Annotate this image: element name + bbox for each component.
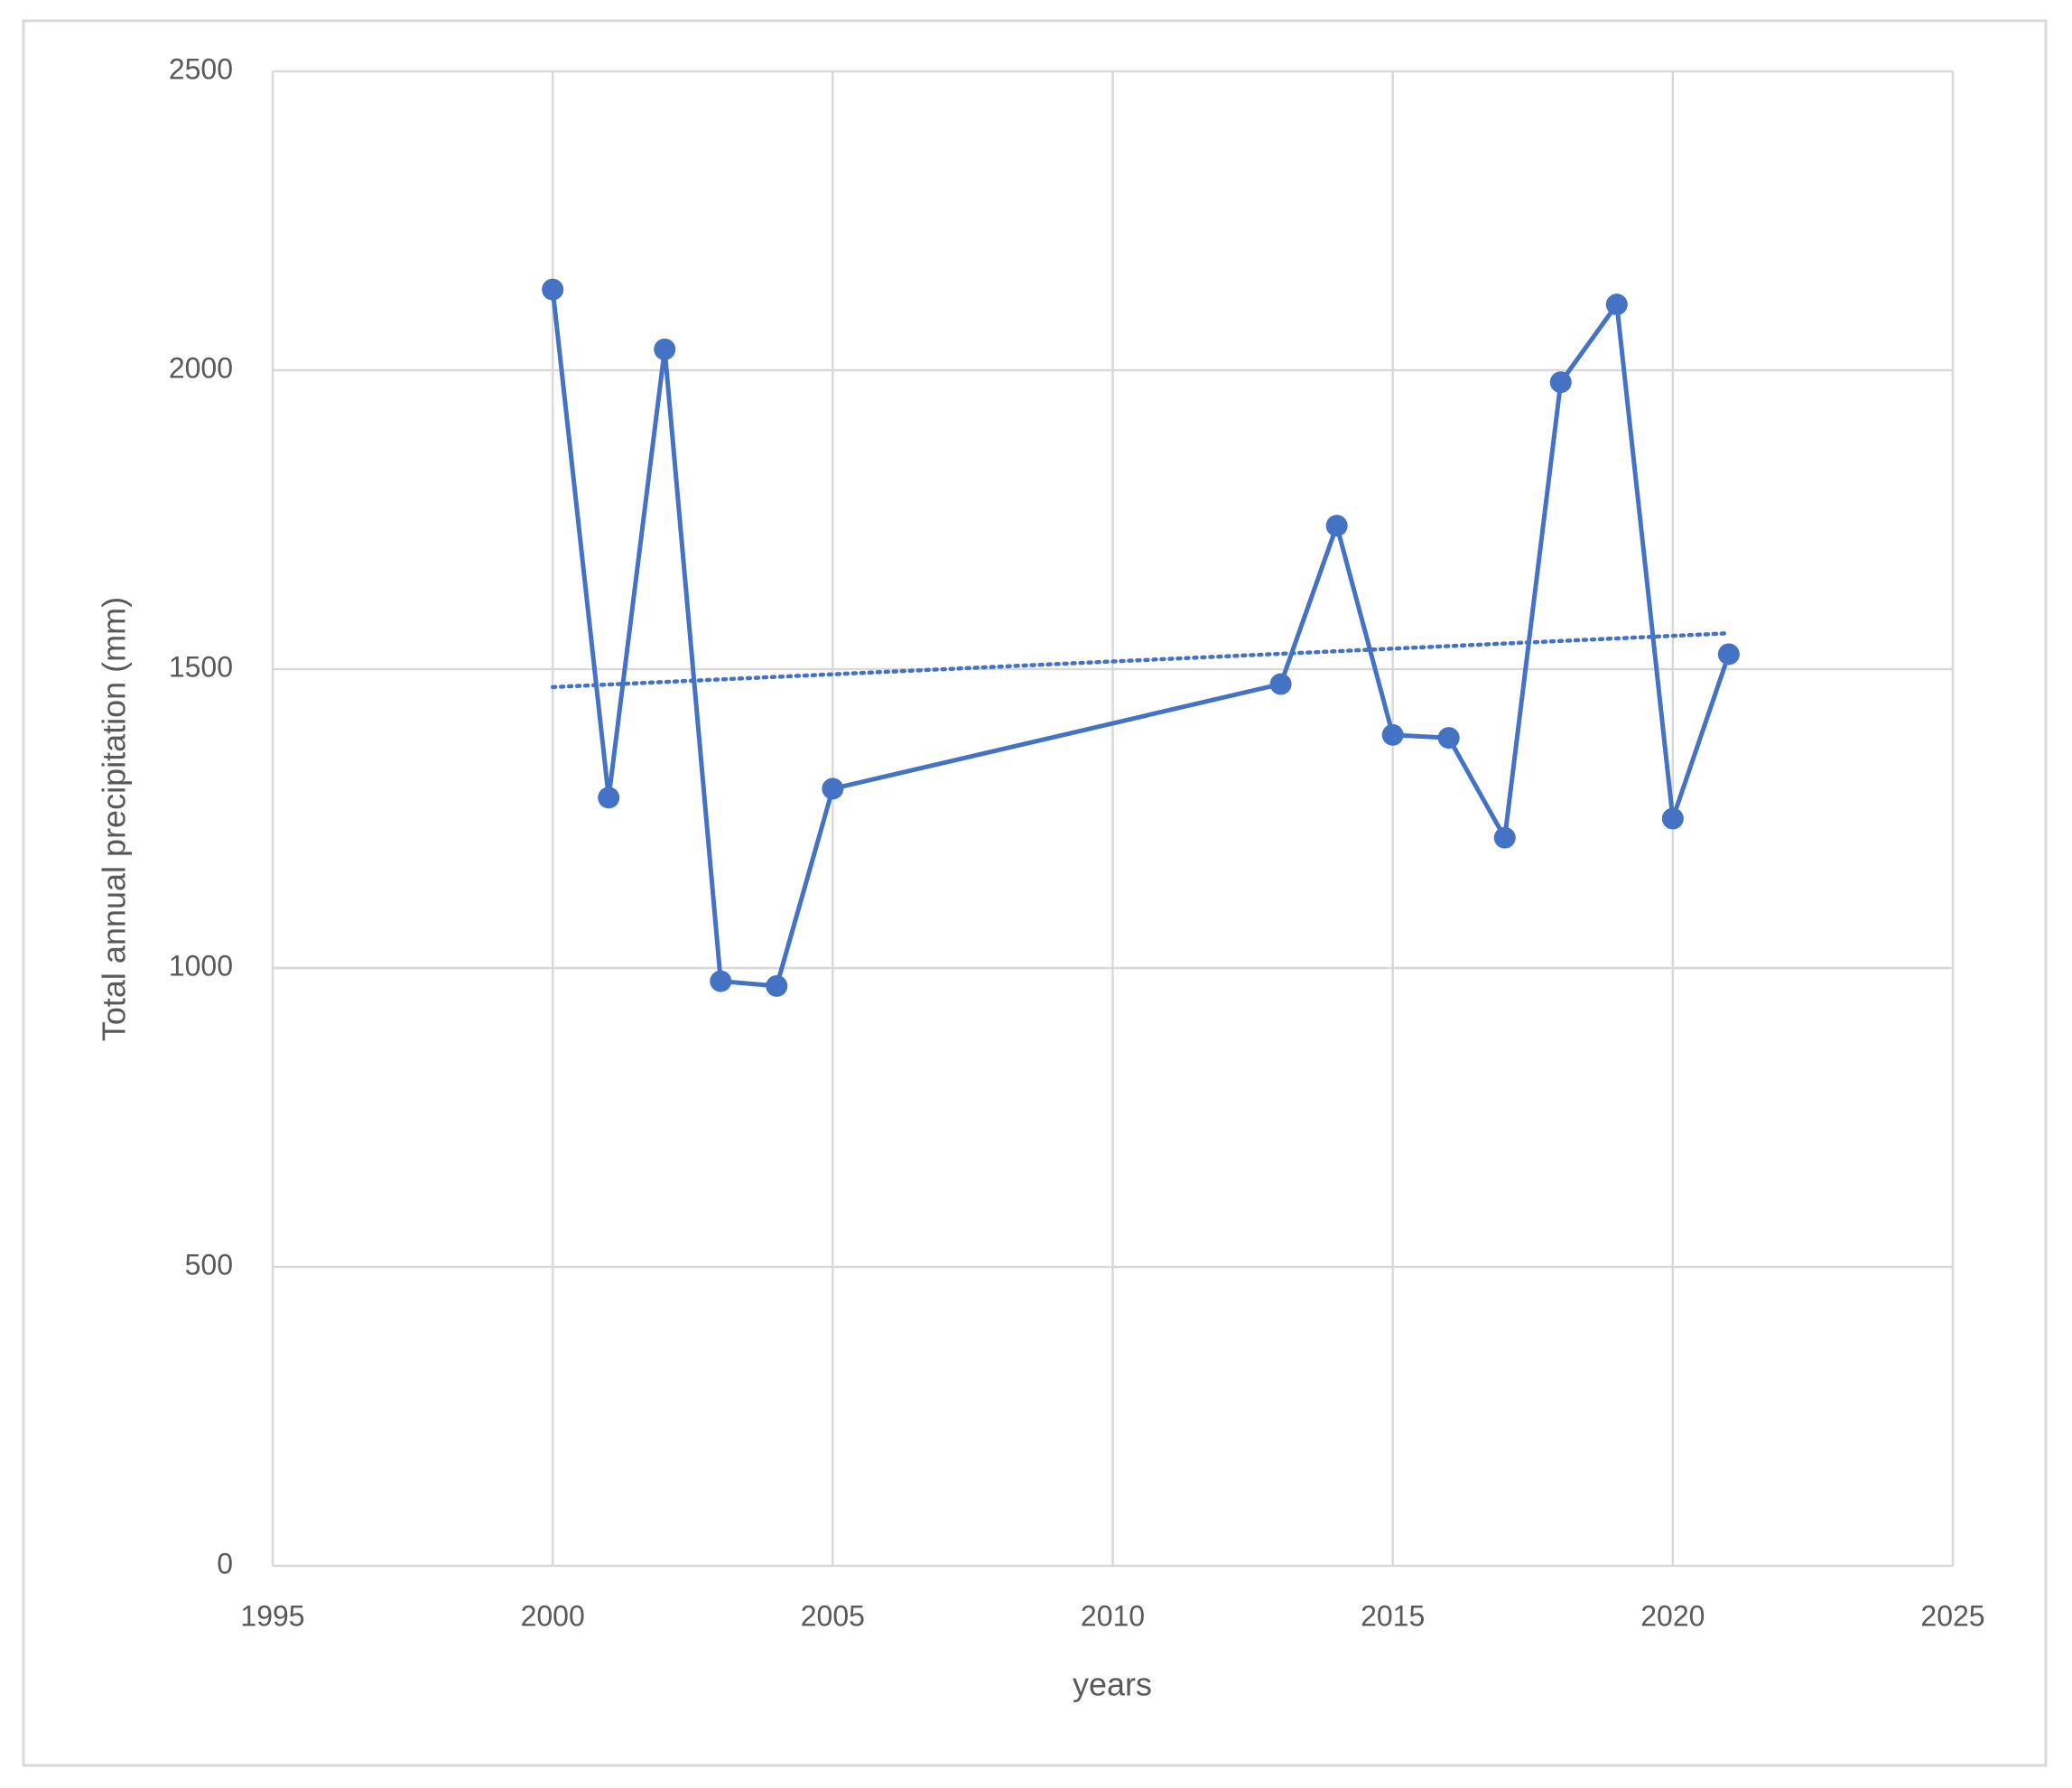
x-axis-title: years: [1073, 1666, 1152, 1703]
marker: [1493, 826, 1516, 849]
chart-border: [22, 19, 2048, 1767]
y-axis-title: Total annual precipitation (mm): [96, 597, 133, 1041]
marker: [822, 778, 844, 800]
marker: [542, 278, 564, 301]
x-tick-label: 2010: [1081, 1599, 1145, 1632]
y-tick-label: 1500: [169, 650, 233, 683]
marker: [1661, 807, 1684, 830]
y-tick-label: 2500: [169, 52, 233, 85]
marker: [1549, 371, 1572, 394]
y-tick-label: 500: [185, 1248, 233, 1280]
x-tick-label: 2005: [801, 1599, 865, 1632]
marker: [1605, 293, 1628, 316]
marker: [1717, 643, 1740, 666]
x-tick-label: 2025: [1920, 1599, 1984, 1632]
x-tick-label: 2020: [1640, 1599, 1705, 1632]
marker: [710, 970, 732, 992]
trendline: [550, 631, 1732, 690]
marker: [654, 338, 676, 360]
marker: [766, 974, 788, 997]
marker: [598, 787, 620, 809]
marker: [1437, 727, 1460, 750]
marker: [1269, 673, 1292, 695]
y-tick-label: 0: [217, 1547, 233, 1579]
marker: [1325, 515, 1348, 537]
x-tick-label: 2000: [521, 1599, 585, 1632]
x-tick-label: 2015: [1361, 1599, 1425, 1632]
marker: [1381, 723, 1404, 746]
x-tick-label: 1995: [240, 1599, 304, 1632]
y-tick-label: 2000: [169, 351, 233, 384]
y-tick-label: 1000: [169, 949, 233, 982]
